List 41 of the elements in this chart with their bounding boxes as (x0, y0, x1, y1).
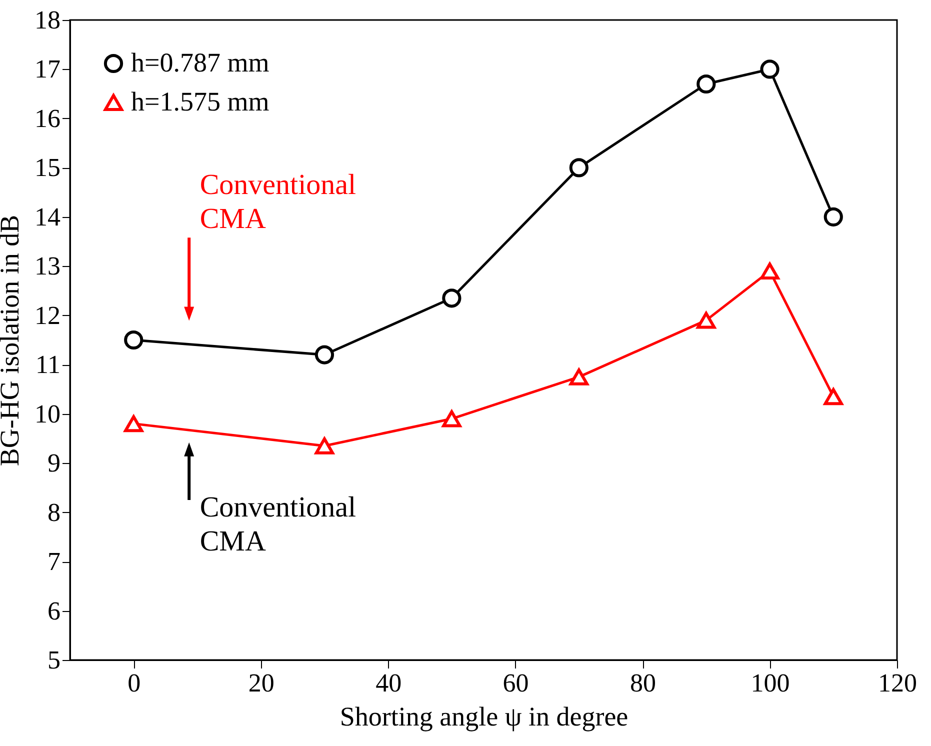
legend-label: h=1.575 mm (131, 86, 270, 116)
y-tick-label: 7 (48, 547, 60, 576)
x-tick-label: 100 (750, 668, 790, 698)
annotation: Conventional CMA (200, 169, 356, 236)
x-tick-label: 60 (502, 668, 529, 698)
x-tick-label: 40 (376, 668, 402, 698)
y-tick-label: 9 (48, 448, 60, 478)
y-tick-label: 14 (34, 202, 60, 232)
x-tick-label: 80 (630, 668, 656, 698)
point (442, 410, 462, 428)
y-tick-label: 12 (34, 300, 60, 330)
point (696, 312, 716, 329)
x-tick-label: 20 (248, 668, 274, 698)
point (569, 368, 588, 386)
y-tick-label: 10 (34, 399, 60, 428)
x-tick-label: 120 (878, 668, 917, 698)
y-tick-label: 6 (48, 596, 60, 626)
y-tick-label: 11 (35, 350, 60, 380)
point (124, 415, 144, 432)
y-axis-title: BG-HG isolation in dB (0, 214, 24, 466)
legend-label: h=0.787 mm (131, 48, 270, 78)
x-tick-label: 0 (128, 668, 141, 698)
y-tick-label: 5 (48, 646, 60, 674)
x-axis-title: Shorting angle ψ in degree (340, 702, 628, 732)
point (314, 437, 334, 454)
point (824, 388, 843, 406)
point (760, 60, 780, 79)
point (760, 262, 780, 280)
y-tick-label: 13 (34, 252, 60, 281)
y-tick-label: 17 (34, 54, 60, 84)
point (442, 288, 462, 308)
y-tick-label: 8 (48, 498, 60, 527)
y-tick-label: 16 (34, 104, 60, 133)
annotation: Conventional CMA (200, 492, 356, 558)
point (824, 207, 843, 226)
point (314, 345, 334, 364)
point (696, 74, 716, 94)
y-tick-label: 15 (34, 153, 60, 182)
point (569, 158, 588, 178)
y-tick-label: 18 (34, 6, 60, 34)
point (124, 330, 144, 350)
